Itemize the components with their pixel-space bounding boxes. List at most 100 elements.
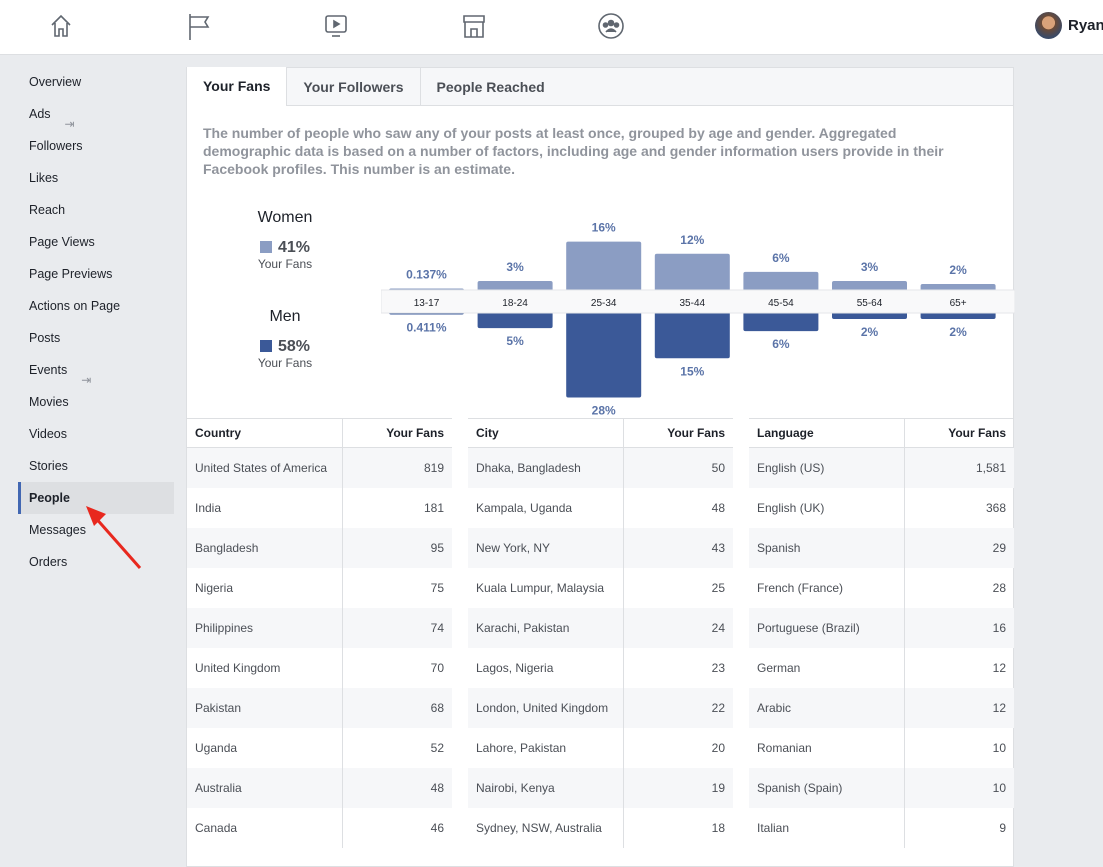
- men-data-label: 2%: [861, 325, 879, 339]
- table-row: Arabic 12: [749, 687, 1014, 728]
- sidebar-item-label: People: [29, 491, 70, 505]
- women-percent: 41%: [277, 239, 311, 256]
- table-row: Portuguese (Brazil) 16: [749, 607, 1014, 648]
- column-header[interactable]: Your Fans: [903, 418, 1014, 448]
- women-bar: [654, 253, 730, 293]
- women-data-label: 6%: [772, 251, 790, 265]
- sidebar-item-overview[interactable]: Overview: [18, 66, 174, 98]
- legend-men: Men 58% Your Fans: [245, 308, 325, 370]
- flag-icon[interactable]: [186, 12, 214, 40]
- fan-count: 28: [903, 567, 1014, 608]
- row-label: Kampala, Uganda: [476, 500, 573, 515]
- row-label: Romanian: [757, 740, 812, 755]
- column-header[interactable]: Your Fans: [622, 418, 733, 448]
- fan-count: 95: [341, 527, 452, 568]
- table-header: Country Your Fans: [187, 418, 452, 448]
- row-label: Dhaka, Bangladesh: [468, 447, 623, 488]
- sidebar-item-followers[interactable]: Followers: [18, 130, 174, 162]
- age-tick-label: 18-24: [502, 298, 528, 309]
- tab-your-followers[interactable]: Your Followers: [287, 67, 421, 106]
- fan-count: 46: [341, 807, 452, 848]
- row-label: English (UK): [757, 500, 825, 515]
- table-row: Romanian 10: [749, 727, 1014, 768]
- row-label: Bangladesh: [187, 527, 342, 568]
- shop-icon[interactable]: [460, 12, 488, 40]
- fan-count: 75: [341, 567, 452, 608]
- table-row: Lagos, Nigeria 23: [468, 647, 733, 688]
- women-data-label: 0.137%: [406, 268, 447, 282]
- age-tick-label: 25-34: [591, 298, 617, 309]
- sidebar-item-label: Messages: [29, 523, 86, 537]
- men-color-swatch: [259, 340, 272, 352]
- tab-people-reached[interactable]: People Reached: [436, 78, 545, 95]
- table-row: United States of America 819: [187, 447, 452, 488]
- sidebar-item-label: Movies: [29, 395, 69, 409]
- table-row: English (UK) 368: [749, 487, 1014, 528]
- user-profile-link[interactable]: Ryan: [1035, 12, 1103, 39]
- table-row: English (US) 1,581: [749, 447, 1014, 488]
- sidebar-item-likes[interactable]: Likes: [18, 162, 174, 194]
- sidebar-item-label: Orders: [29, 555, 68, 569]
- row-label: Italian: [757, 820, 790, 835]
- row-label: German: [757, 660, 801, 675]
- table-row: Australia 48: [187, 767, 452, 808]
- table-row: Philippines 74: [187, 607, 452, 648]
- row-label: New York, NY: [468, 527, 623, 568]
- table-header: Language Your Fans: [749, 418, 1014, 448]
- sidebar-item-messages[interactable]: Messages: [18, 514, 174, 546]
- column-header[interactable]: City: [468, 418, 623, 448]
- sidebar-item-orders[interactable]: Orders: [18, 546, 174, 578]
- fan-count: 18: [622, 807, 733, 848]
- women-data-label: 3%: [506, 260, 524, 274]
- people-panel: Your Fans Your Followers People Reached Th…: [186, 67, 1015, 867]
- groups-icon[interactable]: [597, 12, 625, 40]
- description: The number of people who saw any of your…: [203, 125, 944, 177]
- table-row: New York, NY 43: [468, 527, 733, 568]
- table-row: United Kingdom 70: [187, 647, 452, 688]
- top-nav: Ryan: [0, 0, 1103, 55]
- table-row: Sydney, NSW, Australia 18: [468, 807, 733, 848]
- row-label: Sydney, NSW, Australia: [476, 820, 602, 835]
- women-data-label: 2%: [949, 263, 967, 277]
- women-color-swatch: [259, 241, 272, 253]
- column-header[interactable]: Language: [749, 418, 904, 448]
- row-label: Spanish (Spain): [749, 767, 904, 808]
- fan-count: 70: [341, 647, 452, 688]
- row-label: London, United Kingdom: [468, 687, 623, 728]
- men-bar: [654, 310, 730, 359]
- country-table: Country Your Fans United States of America…: [187, 418, 452, 848]
- fan-count: 12: [903, 647, 1014, 688]
- sidebar-item-page-previews[interactable]: Page Previews: [18, 258, 174, 290]
- legend-men-title: Men: [269, 308, 301, 325]
- column-header[interactable]: Country: [187, 418, 342, 448]
- row-label: Portuguese (Brazil): [749, 607, 904, 648]
- row-label: United States of America: [187, 447, 342, 488]
- sidebar-item-page-views[interactable]: Page Views: [18, 226, 174, 258]
- fan-count: 50: [622, 447, 733, 488]
- sidebar-item-ads[interactable]: Ads ⇥: [18, 98, 174, 131]
- sidebar-item-actions-on-page[interactable]: Actions on Page: [18, 290, 174, 322]
- table-row: Dhaka, Bangladesh 50: [468, 447, 733, 488]
- sidebar-item-people[interactable]: People: [18, 482, 174, 514]
- video-icon[interactable]: [322, 12, 350, 40]
- table-row: Lahore, Pakistan 20: [468, 727, 733, 768]
- tab-your-fans[interactable]: Your Fans: [187, 67, 288, 106]
- table-row: Italian 9: [749, 807, 1014, 848]
- fan-count: 29: [903, 527, 1014, 568]
- sidebar-item-posts[interactable]: Posts: [18, 322, 174, 354]
- sidebar-item-reach[interactable]: Reach: [18, 194, 174, 226]
- fan-count: 368: [903, 487, 1014, 528]
- sidebar-item-stories[interactable]: Stories: [18, 450, 174, 482]
- sidebar-item-videos[interactable]: Videos: [18, 418, 174, 450]
- column-header[interactable]: Your Fans: [341, 418, 452, 448]
- sidebar-item-label: Stories: [29, 459, 68, 473]
- sidebar-item-events[interactable]: Events ⇥: [18, 354, 174, 387]
- sidebar-item-label: Reach: [29, 203, 66, 217]
- home-icon[interactable]: [47, 12, 75, 40]
- table-row: Bangladesh 95: [187, 527, 452, 568]
- fan-count: 19: [622, 767, 733, 808]
- sidebar-item-movies[interactable]: Movies: [18, 386, 174, 418]
- men-data-label: 15%: [680, 364, 704, 378]
- row-label: Lagos, Nigeria: [476, 660, 554, 675]
- table-row: German 12: [749, 647, 1014, 688]
